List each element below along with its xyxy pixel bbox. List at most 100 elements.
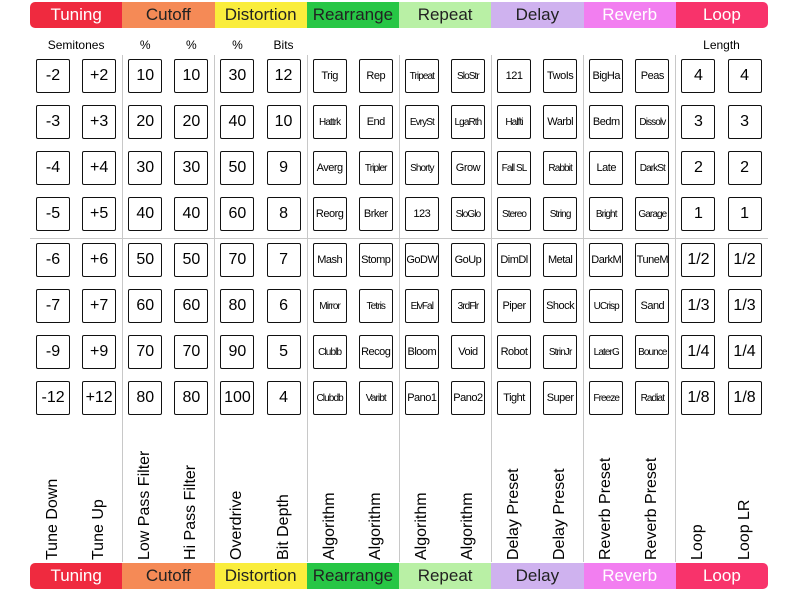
delay-preset-button[interactable]: Fall SL <box>497 151 532 185</box>
hi-pass-filter-button[interactable]: 40 <box>174 197 209 231</box>
hi-pass-filter-button[interactable]: 10 <box>174 59 209 93</box>
algorithm-button[interactable]: Tetris <box>358 289 393 323</box>
bit-depth-button[interactable]: 8 <box>266 197 301 231</box>
algorithm-button[interactable]: Tripeat <box>404 59 439 93</box>
algorithm-button[interactable]: End <box>358 105 393 139</box>
overdrive-button[interactable]: 70 <box>220 243 255 277</box>
algorithm-button[interactable]: Varibt <box>358 381 393 415</box>
loop-button[interactable]: 1 <box>681 197 716 231</box>
delay-preset-button[interactable]: DimDl <box>497 243 532 277</box>
algorithm-button[interactable]: Bloom <box>404 335 439 369</box>
algorithm-button[interactable]: ElvFal <box>404 289 439 323</box>
algorithm-button[interactable]: GoDW <box>404 243 439 277</box>
delay-preset-button[interactable]: Warbl <box>543 105 578 139</box>
hi-pass-filter-button[interactable]: 50 <box>174 243 209 277</box>
bit-depth-button[interactable]: 4 <box>266 381 301 415</box>
algorithm-button[interactable]: Stomp <box>358 243 393 277</box>
loop-button[interactable]: 1/2 <box>681 243 716 277</box>
reverb-preset-button[interactable]: UCrisp <box>589 289 624 323</box>
loop-lr-button[interactable]: 4 <box>727 59 762 93</box>
algorithm-button[interactable]: Mash <box>312 243 347 277</box>
delay-preset-button[interactable]: 121 <box>497 59 532 93</box>
loop-lr-button[interactable]: 1/3 <box>727 289 762 323</box>
reverb-preset-button[interactable]: Bedm <box>589 105 624 139</box>
hi-pass-filter-button[interactable]: 30 <box>174 151 209 185</box>
algorithm-button[interactable]: Reorg <box>312 197 347 231</box>
loop-button[interactable]: 1/4 <box>681 335 716 369</box>
reverb-preset-button[interactable]: Radiat <box>635 381 670 415</box>
algorithm-button[interactable]: Pano2 <box>450 381 485 415</box>
algorithm-button[interactable]: Rep <box>358 59 393 93</box>
tune-down-button[interactable]: -9 <box>36 335 71 369</box>
reverb-preset-button[interactable]: Sand <box>635 289 670 323</box>
tune-up-button[interactable]: +2 <box>82 59 117 93</box>
delay-preset-button[interactable]: Robot <box>497 335 532 369</box>
tune-up-button[interactable]: +5 <box>82 197 117 231</box>
reverb-preset-button[interactable]: Bright <box>589 197 624 231</box>
low-pass-filter-button[interactable]: 50 <box>128 243 163 277</box>
delay-preset-button[interactable]: Shock <box>543 289 578 323</box>
hi-pass-filter-button[interactable]: 70 <box>174 335 209 369</box>
delay-preset-button[interactable]: String <box>543 197 578 231</box>
loop-button[interactable]: 1/8 <box>681 381 716 415</box>
delay-preset-button[interactable]: TwoIs <box>543 59 578 93</box>
low-pass-filter-button[interactable]: 30 <box>128 151 163 185</box>
reverb-preset-button[interactable]: Peas <box>635 59 670 93</box>
low-pass-filter-button[interactable]: 70 <box>128 335 163 369</box>
algorithm-button[interactable]: EvrySt <box>404 105 439 139</box>
algorithm-button[interactable]: Void <box>450 335 485 369</box>
delay-preset-button[interactable]: Super <box>543 381 578 415</box>
algorithm-button[interactable]: SloStr <box>450 59 485 93</box>
algorithm-button[interactable]: Averg <box>312 151 347 185</box>
reverb-preset-button[interactable]: LaterG <box>589 335 624 369</box>
tune-down-button[interactable]: -12 <box>36 381 71 415</box>
tune-down-button[interactable]: -4 <box>36 151 71 185</box>
overdrive-button[interactable]: 50 <box>220 151 255 185</box>
algorithm-button[interactable]: SloGlo <box>450 197 485 231</box>
reverb-preset-button[interactable]: Bounce <box>635 335 670 369</box>
delay-preset-button[interactable]: Piper <box>497 289 532 323</box>
hi-pass-filter-button[interactable]: 80 <box>174 381 209 415</box>
tune-up-button[interactable]: +12 <box>82 381 117 415</box>
low-pass-filter-button[interactable]: 10 <box>128 59 163 93</box>
tune-up-button[interactable]: +6 <box>82 243 117 277</box>
tune-down-button[interactable]: -5 <box>36 197 71 231</box>
tune-up-button[interactable]: +9 <box>82 335 117 369</box>
algorithm-button[interactable]: Hattrk <box>312 105 347 139</box>
loop-lr-button[interactable]: 1 <box>727 197 762 231</box>
algorithm-button[interactable]: Clubdb <box>312 381 347 415</box>
loop-lr-button[interactable]: 1/8 <box>727 381 762 415</box>
loop-button[interactable]: 2 <box>681 151 716 185</box>
overdrive-button[interactable]: 30 <box>220 59 255 93</box>
bit-depth-button[interactable]: 5 <box>266 335 301 369</box>
algorithm-button[interactable]: Clublb <box>312 335 347 369</box>
loop-button[interactable]: 1/3 <box>681 289 716 323</box>
overdrive-button[interactable]: 40 <box>220 105 255 139</box>
tune-up-button[interactable]: +3 <box>82 105 117 139</box>
algorithm-button[interactable]: Pano1 <box>404 381 439 415</box>
algorithm-button[interactable]: Mirror <box>312 289 347 323</box>
delay-preset-button[interactable]: Metal <box>543 243 578 277</box>
tune-down-button[interactable]: -6 <box>36 243 71 277</box>
reverb-preset-button[interactable]: Freeze <box>589 381 624 415</box>
reverb-preset-button[interactable]: Dissolv <box>635 105 670 139</box>
bit-depth-button[interactable]: 6 <box>266 289 301 323</box>
overdrive-button[interactable]: 90 <box>220 335 255 369</box>
tune-up-button[interactable]: +7 <box>82 289 117 323</box>
loop-lr-button[interactable]: 3 <box>727 105 762 139</box>
algorithm-button[interactable]: LgaRth <box>450 105 485 139</box>
algorithm-button[interactable]: Grow <box>450 151 485 185</box>
reverb-preset-button[interactable]: TuneM <box>635 243 670 277</box>
hi-pass-filter-button[interactable]: 20 <box>174 105 209 139</box>
loop-button[interactable]: 4 <box>681 59 716 93</box>
algorithm-button[interactable]: Tripler <box>358 151 393 185</box>
loop-lr-button[interactable]: 1/2 <box>727 243 762 277</box>
overdrive-button[interactable]: 100 <box>220 381 255 415</box>
low-pass-filter-button[interactable]: 60 <box>128 289 163 323</box>
tune-down-button[interactable]: -2 <box>36 59 71 93</box>
reverb-preset-button[interactable]: Late <box>589 151 624 185</box>
low-pass-filter-button[interactable]: 40 <box>128 197 163 231</box>
algorithm-button[interactable]: Recog <box>358 335 393 369</box>
algorithm-button[interactable]: 123 <box>404 197 439 231</box>
delay-preset-button[interactable]: StrinJr <box>543 335 578 369</box>
